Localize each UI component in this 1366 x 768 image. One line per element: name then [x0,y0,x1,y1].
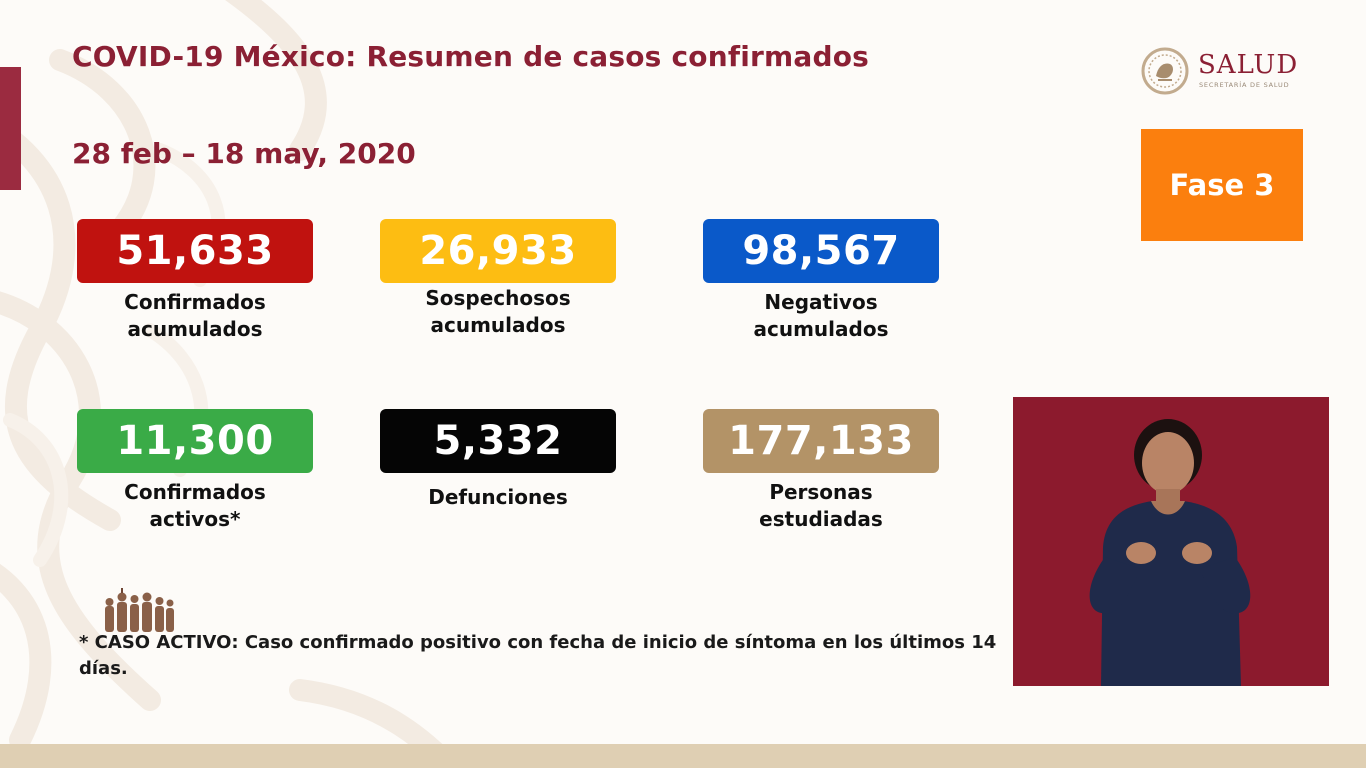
phase-badge: Fase 3 [1141,129,1303,241]
metric-defunciones: 5,332 Defunciones [380,409,616,511]
metric-value: 26,933 [380,219,616,283]
metric-sospechosos-acumulados: 26,933 Sospechosos acumulados [380,219,616,339]
side-accent-bar [0,67,21,190]
metric-value: 11,300 [77,409,313,473]
metric-label: Confirmados acumulados [124,290,266,341]
metric-label: Sospechosos acumulados [425,286,571,337]
logo-name: SALUD [1198,50,1299,80]
metric-personas-estudiadas: 177,133 Personas estudiadas [703,409,939,533]
metric-label: Personas estudiadas [759,480,883,531]
active-case-footnote: * CASO ACTIVO: Caso confirmado positivo … [79,632,997,679]
metric-label: Negativos acumulados [753,290,889,341]
metric-confirmados-activos: 11,300 Confirmados activos* [77,409,313,533]
interpreter-figure [1013,397,1329,686]
logo-subtitle: SECRETARÍA DE SALUD [1199,81,1290,89]
metric-value: 51,633 [77,219,313,283]
salud-logo: SALUD SECRETARÍA DE SALUD [1140,44,1320,100]
bottom-bar [0,744,1366,768]
metric-label: Confirmados activos* [124,480,266,531]
metric-value: 177,133 [703,409,939,473]
sign-language-interpreter-video [1013,397,1329,686]
metric-value: 98,567 [703,219,939,283]
metric-value: 5,332 [380,409,616,473]
metric-confirmados-acumulados: 51,633 Confirmados acumulados [77,219,313,343]
date-range: 28 feb – 18 may, 2020 [72,137,416,170]
metric-negativos-acumulados: 98,567 Negativos acumulados [703,219,939,343]
page-title: COVID-19 México: Resumen de casos confir… [72,40,870,73]
metric-label: Defunciones [428,485,568,509]
eagle-seal-icon [1141,47,1189,95]
heroes-illustration-icon [105,588,174,632]
